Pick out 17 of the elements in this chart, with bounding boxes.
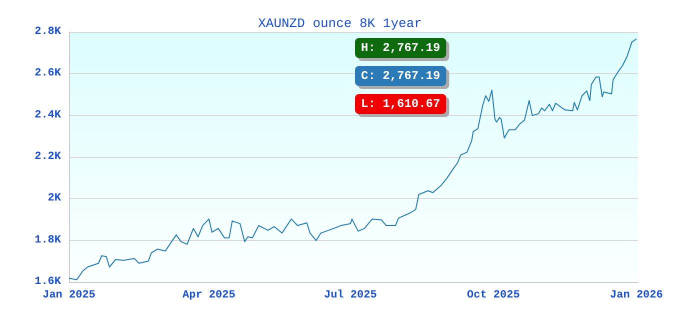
annotation: H: 2,767.19 (361, 41, 440, 55)
annotation: C: 2,767.19 (361, 69, 440, 83)
y-tick-label: 2.8K (34, 26, 62, 38)
y-tick-label: 2K (48, 192, 62, 205)
chart-title: XAUNZD ounce 8K 1year (258, 16, 422, 31)
y-tick-label: 1.6K (34, 276, 62, 288)
x-tick-label: Jan 2026 (610, 290, 663, 302)
y-tick-label: 2.2K (34, 151, 62, 163)
x-tick-label: Jul 2025 (324, 290, 378, 302)
y-tick-label: 2.4K (34, 109, 62, 122)
line-series (68, 38, 637, 280)
annotation: L: 1,610.67 (361, 97, 440, 111)
y-tick-label: 1.8K (34, 234, 62, 246)
x-tick-label: Jan 2025 (42, 290, 96, 302)
x-tick-label: Oct 2025 (467, 290, 520, 302)
x-tick-label: Apr 2025 (182, 290, 236, 302)
y-tick-label: 2.6K (34, 68, 62, 80)
